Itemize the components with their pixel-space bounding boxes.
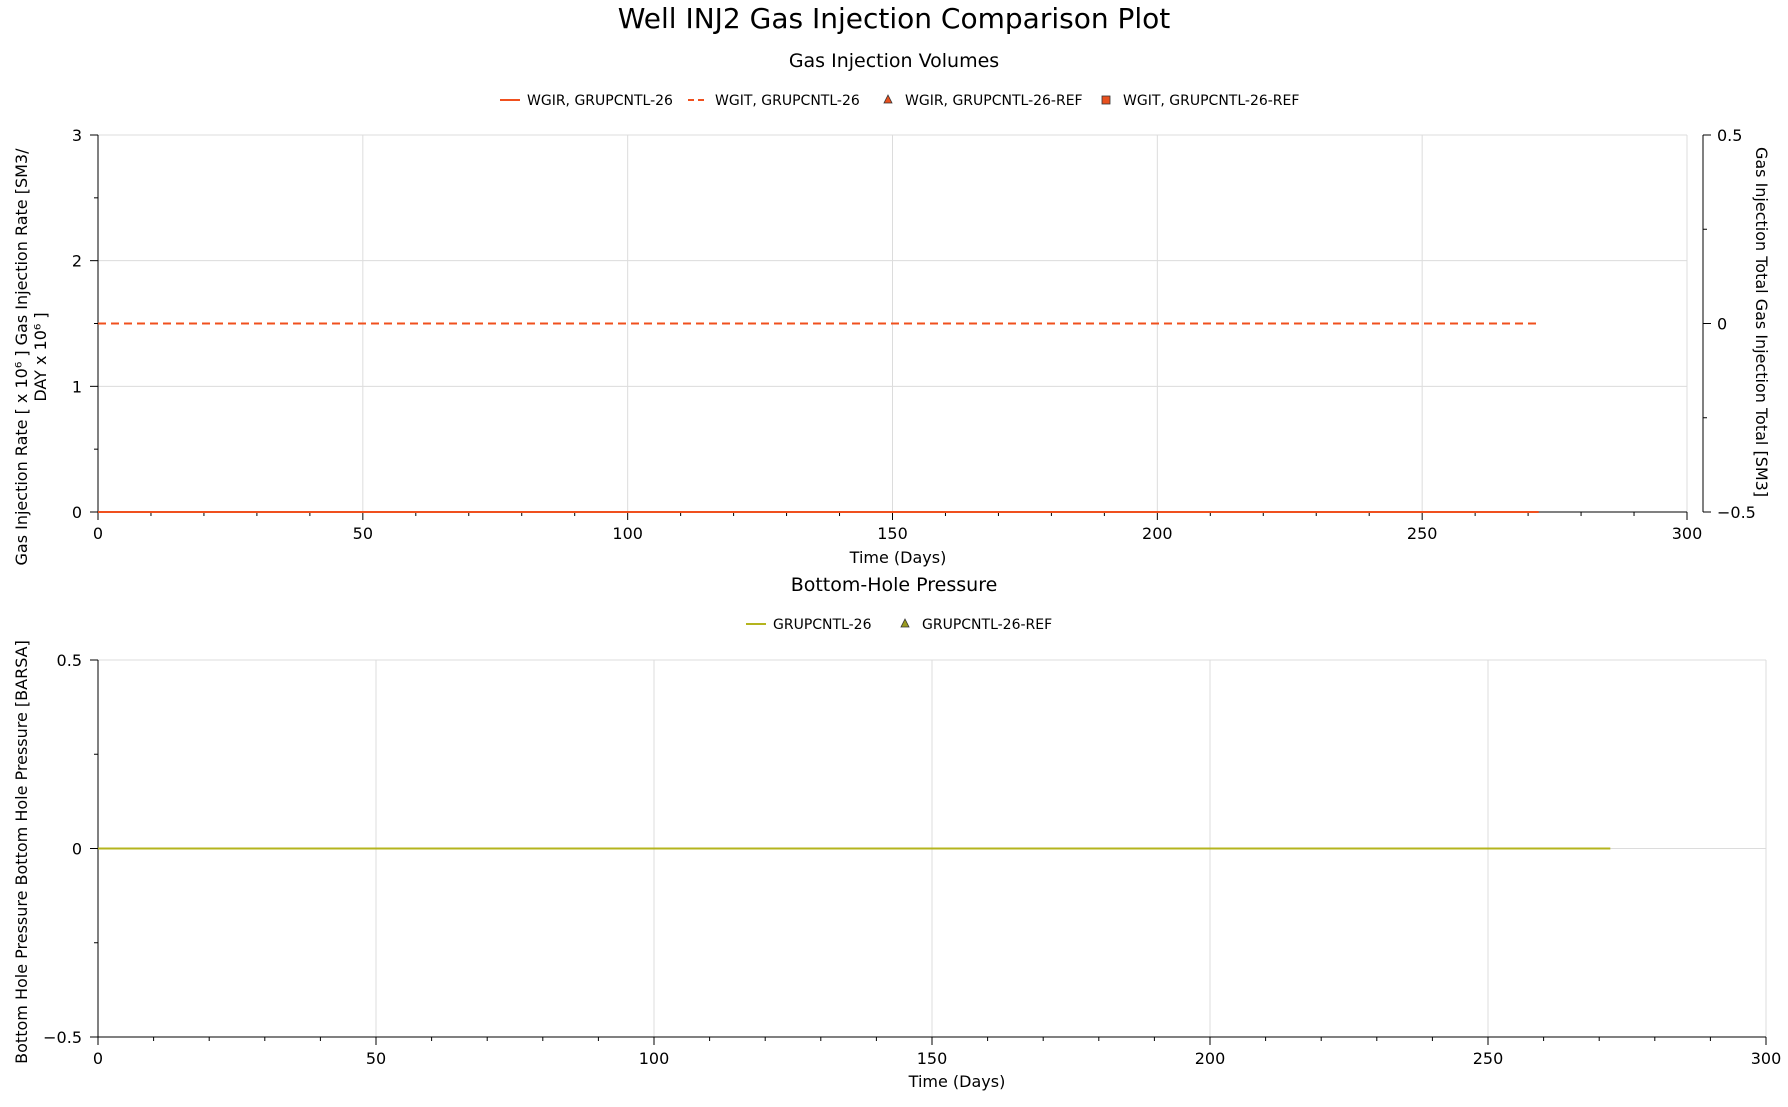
y2-axis-label-chart1: Gas Injection Total Gas Injection Total … — [1752, 147, 1771, 497]
x-axis-label-chart1: Time (Days) — [849, 548, 947, 567]
legend-swatch-triangle — [883, 94, 893, 104]
x-tick-label: 50 — [366, 1049, 386, 1068]
legend-label: GRUPCNTL-26-REF — [922, 617, 1052, 633]
y-tick-label: 2 — [72, 252, 82, 271]
x-tick-label: 50 — [353, 524, 373, 543]
bottom-hole-pressure-chart: Bottom-Hole Pressure GRUPCNTL-26 GRUPCNTL… — [12, 574, 1781, 1091]
y-tick-label: 0 — [72, 503, 82, 522]
legend-label: WGIT, GRUPCNTL-26 — [715, 93, 860, 109]
x-tick-label: 300 — [1751, 1049, 1782, 1068]
legend-item-wgit-grupcntl-26-ref: WGIT, GRUPCNTL-26-REF — [1101, 93, 1299, 109]
x-tick-label: 200 — [1142, 524, 1173, 543]
y-tick-label: 0 — [72, 840, 82, 859]
plot-title: Well INJ2 Gas Injection Comparison Plot — [618, 2, 1171, 35]
legend-label: WGIR, GRUPCNTL-26 — [527, 93, 673, 109]
legend-label: GRUPCNTL-26 — [773, 617, 872, 633]
y2-tick-label: −0.5 — [1717, 503, 1756, 522]
legend-bottom-hole-pressure: GRUPCNTL-26 GRUPCNTL-26-REF — [746, 617, 1052, 633]
y-axis-label-chart1-line2: DAY x 10⁶ ] — [31, 312, 50, 401]
y-tick-label: 1 — [72, 377, 82, 396]
axes-bottom-hole-pressure: 0 50 100 150 200 250 300 −0.5 0 0.5 — [43, 651, 1781, 1068]
legend-swatch-square — [1101, 95, 1111, 105]
x-tick-label: 250 — [1473, 1049, 1504, 1068]
legend-gas-injection-volumes: WGIR, GRUPCNTL-26 WGIT, GRUPCNTL-26 WGIR, … — [500, 93, 1299, 109]
axes-gas-injection-volumes: 0 50 100 150 200 250 300 0 1 2 3 −0.5 0 0.5 — [72, 126, 1756, 543]
chart-title-gas-injection-volumes: Gas Injection Volumes — [789, 50, 999, 72]
x-tick-label: 100 — [639, 1049, 670, 1068]
x-tick-label: 150 — [877, 524, 908, 543]
legend-item-wgit-grupcntl-26: WGIT, GRUPCNTL-26 — [688, 93, 860, 109]
y-tick-label: −0.5 — [43, 1028, 82, 1047]
x-tick-label: 300 — [1672, 524, 1703, 543]
x-tick-label: 150 — [917, 1049, 948, 1068]
x-tick-label: 0 — [93, 1049, 103, 1068]
y2-tick-label: 0 — [1717, 315, 1727, 334]
y-axis-label-chart1-line1: Gas Injection Rate [ x 10⁶ ] Gas Injecti… — [12, 148, 31, 566]
gas-injection-volumes-chart: Gas Injection Volumes WGIR, GRUPCNTL-26 W… — [12, 50, 1771, 567]
x-tick-label: 100 — [612, 524, 643, 543]
legend-item-grupcntl-26: GRUPCNTL-26 — [746, 617, 872, 633]
legend-item-grupcntl-26-ref: GRUPCNTL-26-REF — [900, 617, 1052, 633]
legend-item-wgir-grupcntl-26: WGIR, GRUPCNTL-26 — [500, 93, 673, 109]
y-tick-label: 0.5 — [57, 651, 82, 670]
series-gas-injection-volumes — [98, 322, 1539, 513]
legend-label: WGIT, GRUPCNTL-26-REF — [1123, 93, 1299, 109]
x-axis-label-chart2: Time (Days) — [908, 1072, 1006, 1091]
x-tick-label: 250 — [1407, 524, 1438, 543]
x-tick-label: 0 — [93, 524, 103, 543]
y-tick-label: 3 — [72, 126, 82, 145]
x-tick-label: 200 — [1195, 1049, 1226, 1068]
chart-title-bottom-hole-pressure: Bottom-Hole Pressure — [791, 574, 998, 596]
legend-swatch-triangle — [900, 618, 910, 628]
y-axis-label-chart2: Bottom Hole Pressure Bottom Hole Pressur… — [12, 640, 31, 1064]
y2-tick-label: 0.5 — [1717, 126, 1742, 145]
legend-item-wgir-grupcntl-26-ref: WGIR, GRUPCNTL-26-REF — [883, 93, 1083, 109]
legend-label: WGIR, GRUPCNTL-26-REF — [905, 93, 1083, 109]
